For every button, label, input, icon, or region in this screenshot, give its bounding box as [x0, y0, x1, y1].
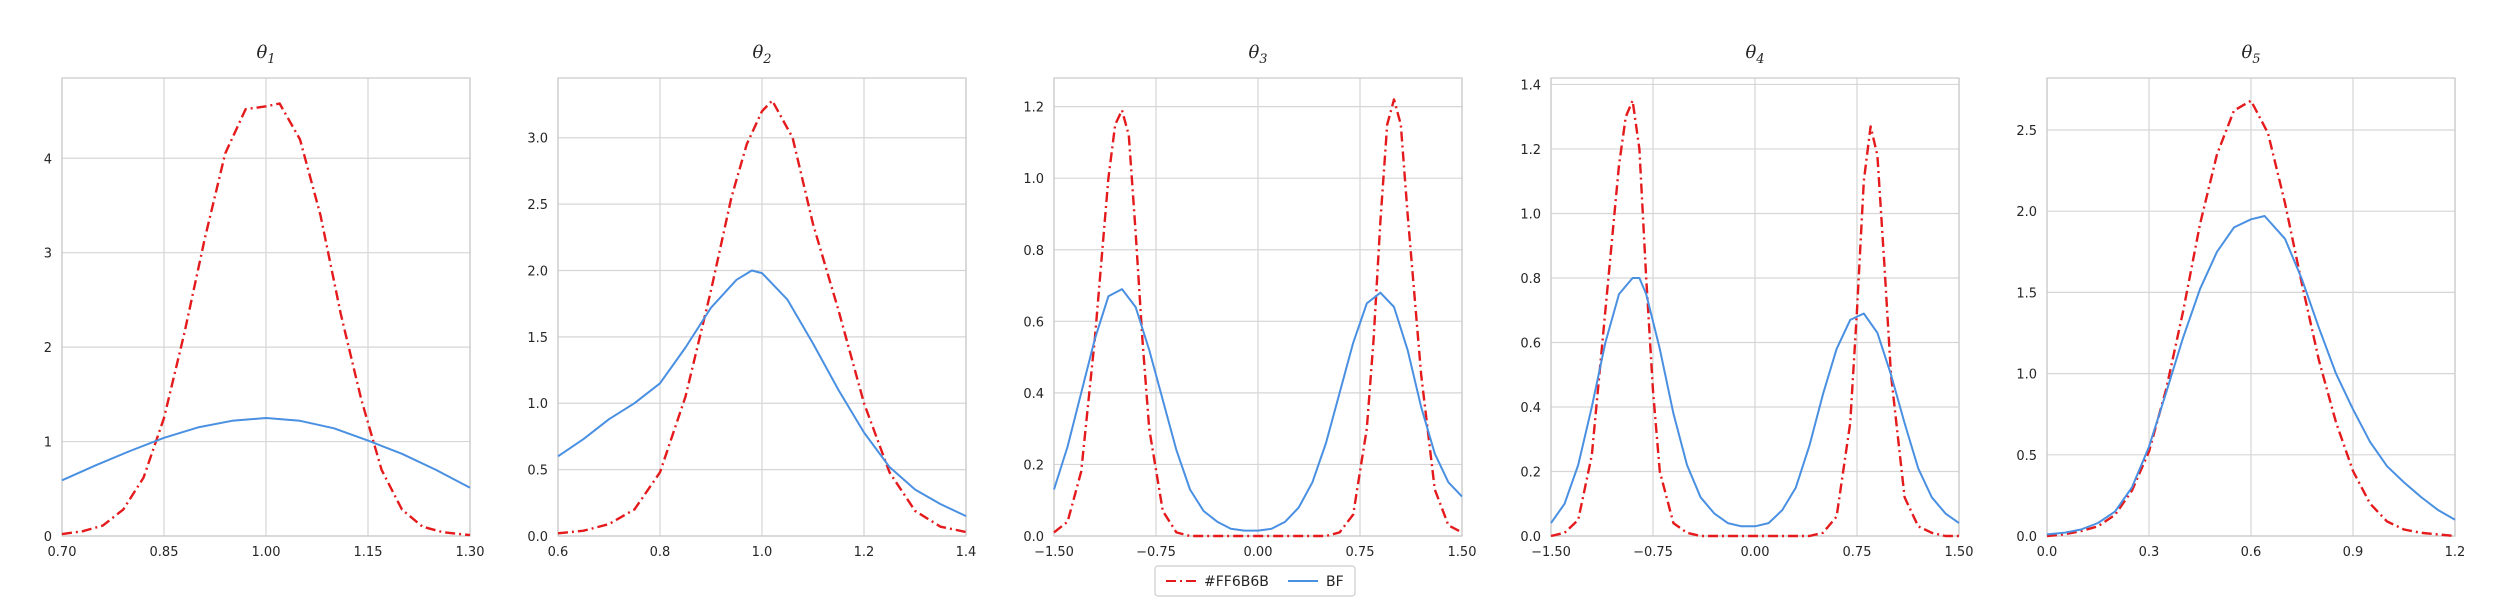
- x-tick-label: 0.3: [2139, 545, 2160, 560]
- legend-label-series-2: BF: [1326, 574, 1344, 590]
- y-tick-label: 0.0: [527, 530, 548, 545]
- x-tick-label: 1.2: [854, 545, 875, 560]
- x-tick-label: −1.50: [1531, 545, 1571, 560]
- panel-title-symbol: θ: [2241, 42, 2252, 63]
- panel-title: θ4: [1745, 42, 1764, 67]
- panel-4: −1.50 −0.75 0.00 0.75 1.50 0.0 0.2 0.4 0.6 0.8 1.0…: [1520, 42, 1973, 560]
- panel-title: θ3: [1248, 42, 1267, 67]
- series-line-1: [2046, 99, 2456, 538]
- panel-title-subscript: 2: [762, 52, 771, 67]
- panel-title-subscript: 3: [1259, 52, 1267, 67]
- x-tick-label: −1.50: [1034, 545, 1074, 560]
- x-tick-label: 0.75: [1843, 545, 1872, 560]
- x-tick-label: 0.75: [1346, 545, 1375, 560]
- x-tick-label: 1.00: [252, 545, 281, 560]
- x-tick-label: 1.0: [752, 545, 773, 560]
- x-tick-label: 1.15: [354, 545, 383, 560]
- y-tick-label: 1.4: [1520, 78, 1541, 93]
- series-line-2: [1550, 277, 1960, 528]
- panel-title-subscript: 4: [1755, 52, 1764, 67]
- x-tick-label: 0.00: [1741, 545, 1770, 560]
- y-tick-label: 1.0: [1520, 207, 1541, 222]
- panel-5: 0.0 0.3 0.6 0.9 1.2 0.0 0.5 1.0 1.5 2.0 2.5 θ5: [2016, 42, 2465, 560]
- y-tick-label: 3.0: [527, 132, 548, 147]
- x-tick-label: 1.50: [1945, 545, 1974, 560]
- x-tick-label: 0.85: [150, 545, 179, 560]
- y-tick-label: 1: [44, 436, 52, 451]
- y-tick-label: 0: [44, 530, 52, 545]
- series-line-1: [1053, 98, 1463, 538]
- x-tick-label: 0.00: [1244, 545, 1273, 560]
- panel-2: 0.6 0.8 1.0 1.2 1.4 0.0 0.5 1.0 1.5 2.0 2.5 3.0 θ2: [527, 42, 976, 560]
- legend-box: [1154, 565, 1356, 597]
- plot-frame: [557, 77, 967, 537]
- y-tick-label: 1.5: [2016, 286, 2037, 301]
- x-tick-label: −0.75: [1633, 545, 1673, 560]
- x-tick-label: 0.6: [2241, 545, 2262, 560]
- plot-frame: [61, 77, 471, 537]
- legend-label-series-1: #FF6B6B: [1204, 574, 1269, 590]
- panel-title-symbol: θ: [256, 42, 267, 63]
- series-line-1: [1550, 99, 1959, 538]
- series-line-1: [61, 102, 471, 537]
- series-line-2: [2046, 215, 2456, 536]
- y-tick-label: 2.0: [527, 264, 548, 279]
- y-tick-label: 0.5: [527, 464, 548, 479]
- y-tick-label: 0.0: [2016, 530, 2037, 545]
- series-line-2: [557, 269, 967, 518]
- x-tick-label: 1.30: [456, 545, 485, 560]
- panel-title-symbol: θ: [1745, 42, 1756, 63]
- y-tick-label: 2.5: [2016, 124, 2037, 139]
- y-tick-label: 0.8: [1023, 244, 1044, 259]
- x-tick-label: 0.8: [650, 545, 671, 560]
- x-tick-label: 0.6: [548, 545, 569, 560]
- x-tick-label: 0.0: [2037, 545, 2058, 560]
- y-tick-label: 1.5: [527, 331, 548, 346]
- series-line-2: [1053, 288, 1463, 532]
- y-tick-label: 1.2: [1520, 143, 1541, 158]
- legend: #FF6B6B BF: [1154, 565, 1356, 597]
- y-tick-label: 1.2: [1023, 101, 1044, 116]
- panel-title-subscript: 5: [2252, 52, 2260, 67]
- panel-title: θ1: [256, 42, 275, 67]
- y-tick-label: 0.0: [1023, 530, 1044, 545]
- panel-title: θ5: [2241, 42, 2260, 67]
- y-tick-label: 1.0: [1023, 172, 1044, 187]
- y-tick-label: 4: [44, 152, 52, 167]
- panel-3: −1.50 −0.75 0.00 0.75 1.50 0.0 0.2 0.4 0.6 0.8 1.0…: [1023, 42, 1476, 560]
- y-tick-label: 0.6: [1023, 315, 1044, 330]
- y-tick-label: 0.0: [1520, 530, 1541, 545]
- y-tick-label: 0.4: [1023, 387, 1044, 402]
- series-line-2: [61, 417, 471, 489]
- x-tick-label: 0.70: [48, 545, 77, 560]
- panel-title-symbol: θ: [1248, 42, 1259, 63]
- panel-title-subscript: 1: [267, 52, 275, 67]
- y-tick-label: 0.5: [2016, 449, 2037, 464]
- series-line-1: [557, 99, 967, 535]
- y-tick-label: 0.6: [1520, 336, 1541, 351]
- panel-title: θ2: [752, 42, 771, 67]
- y-tick-label: 1.0: [527, 397, 548, 412]
- y-tick-label: 2: [44, 341, 52, 356]
- x-tick-label: −0.75: [1136, 545, 1176, 560]
- y-tick-label: 2.0: [2016, 205, 2037, 220]
- y-tick-label: 2.5: [527, 198, 548, 213]
- x-tick-label: 1.2: [2445, 545, 2466, 560]
- panel-title-symbol: θ: [752, 42, 763, 63]
- x-tick-label: 1.4: [956, 545, 977, 560]
- y-tick-label: 1.0: [2016, 368, 2037, 383]
- plot-frame: [2046, 77, 2456, 537]
- x-tick-label: 0.9: [2343, 545, 2364, 560]
- y-tick-label: 0.8: [1520, 272, 1541, 287]
- x-tick-label: 1.50: [1448, 545, 1477, 560]
- y-tick-label: 3: [44, 247, 52, 262]
- y-tick-label: 0.4: [1520, 401, 1541, 416]
- y-tick-label: 0.2: [1520, 465, 1541, 480]
- y-tick-label: 0.2: [1023, 458, 1044, 473]
